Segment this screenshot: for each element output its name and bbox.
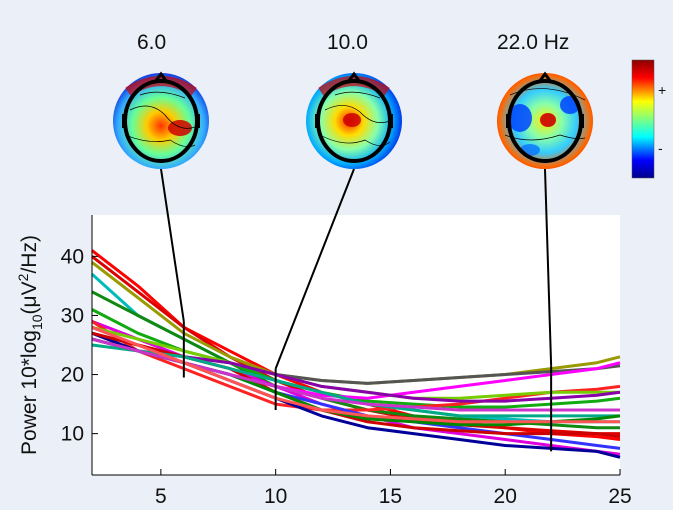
x-tick-label-1: 5 [155,485,167,508]
marker-connector-1 [160,168,185,322]
freq-label-1: 6.0 [137,31,167,54]
ylabel-tail: /Hz) [18,235,41,274]
y-axis: 10 20 30 40 [61,215,98,475]
y-ticks: 10 20 30 40 [61,245,98,446]
y-tick-label-4: 40 [61,245,84,268]
marker-connector-3 [544,168,553,366]
ylabel-mu: μ [18,295,41,307]
x-ticks: 5 10 15 20 25 [155,469,632,508]
freq-label-3: 22.0 Hz [497,31,570,54]
ylabel-open: ( [18,307,41,314]
topo-map-1 [113,71,209,169]
x-axis: 5 10 15 20 25 [92,469,632,508]
ylabel-sup: 2 [15,273,31,281]
colorbar: + - [631,59,666,179]
y-tick-label-3: 30 [61,304,84,327]
ylabel-v: V [18,281,41,295]
colorbar-minus: - [658,140,663,156]
x-tick-label-5: 25 [608,485,631,508]
freq-label-2: 10.0 [327,31,368,54]
x-tick-label-4: 20 [494,485,517,508]
marker-layer [160,168,553,452]
marker-connector-2 [274,168,355,370]
x-tick-label-2: 10 [264,485,287,508]
y-tick-label-2: 20 [61,364,84,387]
topo-map-3 [497,71,593,169]
ylabel-prefix: Power 10*log [18,330,41,455]
colorbar-gradient [631,59,655,179]
topo-map-2 [306,71,402,169]
y-tick-label-1: 10 [61,423,84,446]
y-axis-label: Power 10*log10(μV2/Hz) [15,235,45,455]
ylabel-sub: 10 [29,314,45,330]
colorbar-plus: + [658,82,666,98]
x-tick-label-3: 15 [379,485,402,508]
